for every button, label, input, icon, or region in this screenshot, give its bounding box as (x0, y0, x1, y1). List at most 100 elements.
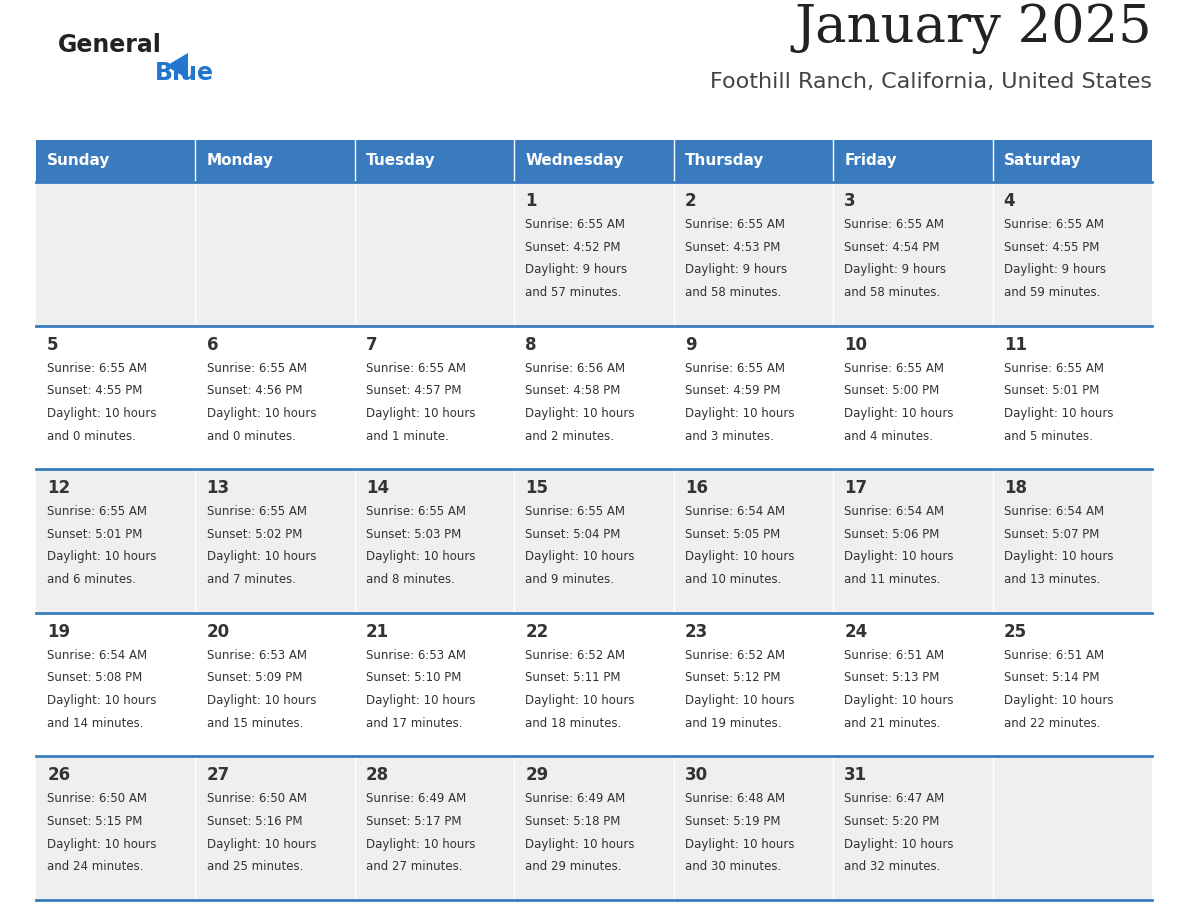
Text: Daylight: 10 hours: Daylight: 10 hours (525, 407, 634, 420)
Text: Sunrise: 6:49 AM: Sunrise: 6:49 AM (525, 792, 626, 805)
Text: Sunset: 4:59 PM: Sunset: 4:59 PM (684, 385, 781, 397)
Text: Daylight: 10 hours: Daylight: 10 hours (366, 838, 475, 851)
Text: Sunrise: 6:55 AM: Sunrise: 6:55 AM (845, 218, 944, 231)
Text: 31: 31 (845, 767, 867, 785)
Bar (514, 140, 674, 182)
Bar (674, 613, 833, 756)
Text: Sunrise: 6:55 AM: Sunrise: 6:55 AM (207, 505, 307, 518)
Bar (196, 469, 355, 613)
Text: Daylight: 9 hours: Daylight: 9 hours (525, 263, 627, 276)
Text: Sunset: 5:00 PM: Sunset: 5:00 PM (845, 385, 940, 397)
Text: Daylight: 10 hours: Daylight: 10 hours (207, 407, 316, 420)
Text: Sunset: 5:06 PM: Sunset: 5:06 PM (845, 528, 940, 541)
Text: Daylight: 10 hours: Daylight: 10 hours (366, 407, 475, 420)
Text: and 18 minutes.: and 18 minutes. (525, 717, 621, 730)
Text: Daylight: 10 hours: Daylight: 10 hours (48, 838, 157, 851)
Bar (514, 326, 674, 469)
Bar (674, 756, 833, 900)
Text: Sunrise: 6:55 AM: Sunrise: 6:55 AM (48, 505, 147, 518)
Bar (196, 756, 355, 900)
Bar (992, 613, 1152, 756)
Text: Sunrise: 6:55 AM: Sunrise: 6:55 AM (1004, 362, 1104, 375)
Bar (833, 326, 992, 469)
Text: 26: 26 (48, 767, 70, 785)
Bar (355, 469, 514, 613)
Text: Sunset: 5:03 PM: Sunset: 5:03 PM (366, 528, 461, 541)
Text: Daylight: 10 hours: Daylight: 10 hours (525, 551, 634, 564)
Text: Sunrise: 6:50 AM: Sunrise: 6:50 AM (48, 792, 147, 805)
Text: Daylight: 10 hours: Daylight: 10 hours (1004, 694, 1113, 707)
Text: Sunset: 4:53 PM: Sunset: 4:53 PM (684, 241, 781, 253)
Text: Sunrise: 6:52 AM: Sunrise: 6:52 AM (684, 649, 785, 662)
Text: Sunrise: 6:54 AM: Sunrise: 6:54 AM (684, 505, 785, 518)
Text: Daylight: 10 hours: Daylight: 10 hours (684, 838, 795, 851)
Text: 12: 12 (48, 479, 70, 498)
Bar (514, 613, 674, 756)
Text: Sunset: 4:58 PM: Sunset: 4:58 PM (525, 385, 621, 397)
Text: Sunrise: 6:53 AM: Sunrise: 6:53 AM (207, 649, 307, 662)
Text: Sunday: Sunday (48, 153, 110, 169)
Text: Sunset: 4:54 PM: Sunset: 4:54 PM (845, 241, 940, 253)
Text: Sunset: 5:15 PM: Sunset: 5:15 PM (48, 815, 143, 828)
Bar (355, 756, 514, 900)
Text: Daylight: 10 hours: Daylight: 10 hours (1004, 407, 1113, 420)
Text: Sunset: 5:01 PM: Sunset: 5:01 PM (1004, 385, 1099, 397)
Text: and 10 minutes.: and 10 minutes. (684, 573, 782, 587)
Text: and 29 minutes.: and 29 minutes. (525, 860, 623, 873)
Text: Sunrise: 6:54 AM: Sunrise: 6:54 AM (845, 505, 944, 518)
Bar (355, 140, 514, 182)
Text: 6: 6 (207, 336, 219, 353)
Text: and 58 minutes.: and 58 minutes. (845, 286, 941, 299)
Text: 8: 8 (525, 336, 537, 353)
Text: and 9 minutes.: and 9 minutes. (525, 573, 614, 587)
Bar (36, 140, 196, 182)
Text: Sunset: 5:20 PM: Sunset: 5:20 PM (845, 815, 940, 828)
Text: and 13 minutes.: and 13 minutes. (1004, 573, 1100, 587)
Text: Saturday: Saturday (1004, 153, 1081, 169)
Text: 1: 1 (525, 192, 537, 210)
Text: Sunset: 5:17 PM: Sunset: 5:17 PM (366, 815, 461, 828)
Bar (196, 613, 355, 756)
Text: and 8 minutes.: and 8 minutes. (366, 573, 455, 587)
Text: 28: 28 (366, 767, 390, 785)
Text: Daylight: 9 hours: Daylight: 9 hours (1004, 263, 1106, 276)
Text: and 22 minutes.: and 22 minutes. (1004, 717, 1100, 730)
Text: 19: 19 (48, 622, 70, 641)
Text: 13: 13 (207, 479, 229, 498)
Text: and 30 minutes.: and 30 minutes. (684, 860, 782, 873)
Text: 24: 24 (845, 622, 867, 641)
Text: 25: 25 (1004, 622, 1026, 641)
Bar (514, 756, 674, 900)
Text: and 14 minutes.: and 14 minutes. (48, 717, 144, 730)
Text: Sunrise: 6:55 AM: Sunrise: 6:55 AM (366, 362, 466, 375)
Text: Sunrise: 6:48 AM: Sunrise: 6:48 AM (684, 792, 785, 805)
Text: Sunset: 4:56 PM: Sunset: 4:56 PM (207, 385, 302, 397)
Bar (992, 756, 1152, 900)
Bar (992, 140, 1152, 182)
Bar (36, 469, 196, 613)
Text: Sunset: 5:16 PM: Sunset: 5:16 PM (207, 815, 302, 828)
Text: Sunrise: 6:55 AM: Sunrise: 6:55 AM (1004, 218, 1104, 231)
Text: 14: 14 (366, 479, 390, 498)
Text: 22: 22 (525, 622, 549, 641)
Text: Sunrise: 6:55 AM: Sunrise: 6:55 AM (845, 362, 944, 375)
Text: Sunrise: 6:47 AM: Sunrise: 6:47 AM (845, 792, 944, 805)
Text: Sunrise: 6:55 AM: Sunrise: 6:55 AM (684, 362, 785, 375)
Text: Sunrise: 6:51 AM: Sunrise: 6:51 AM (1004, 649, 1104, 662)
Text: Tuesday: Tuesday (366, 153, 436, 169)
Text: Monday: Monday (207, 153, 273, 169)
Bar (355, 182, 514, 326)
Text: and 0 minutes.: and 0 minutes. (207, 430, 296, 442)
Text: 21: 21 (366, 622, 390, 641)
Text: Daylight: 10 hours: Daylight: 10 hours (845, 407, 954, 420)
Bar (514, 469, 674, 613)
Text: Sunrise: 6:53 AM: Sunrise: 6:53 AM (366, 649, 466, 662)
Bar (992, 469, 1152, 613)
Text: 20: 20 (207, 622, 229, 641)
Text: Daylight: 10 hours: Daylight: 10 hours (1004, 551, 1113, 564)
Bar (36, 182, 196, 326)
Text: Daylight: 10 hours: Daylight: 10 hours (525, 694, 634, 707)
Text: Sunrise: 6:52 AM: Sunrise: 6:52 AM (525, 649, 626, 662)
Text: 23: 23 (684, 622, 708, 641)
Text: Sunset: 5:14 PM: Sunset: 5:14 PM (1004, 671, 1099, 685)
